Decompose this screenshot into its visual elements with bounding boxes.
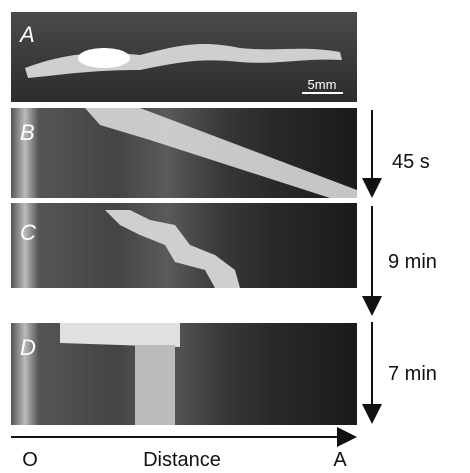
wave [85, 108, 357, 198]
panel-label: A [18, 22, 35, 47]
panel-label: C [20, 220, 36, 245]
specimen [25, 44, 342, 78]
duration: 9 min [388, 251, 437, 273]
wave [135, 345, 175, 425]
axis-label: Distance [143, 449, 221, 471]
wave [60, 323, 180, 347]
wave [105, 210, 240, 288]
scale-label: 5mm [308, 77, 337, 92]
panel-label: B [20, 120, 35, 145]
duration: 7 min [388, 363, 437, 385]
axis-start: O [22, 449, 38, 471]
bolus [78, 48, 130, 68]
axis-end: A [333, 449, 347, 471]
panel-label: D [20, 335, 36, 360]
duration: 45 s [392, 151, 430, 173]
